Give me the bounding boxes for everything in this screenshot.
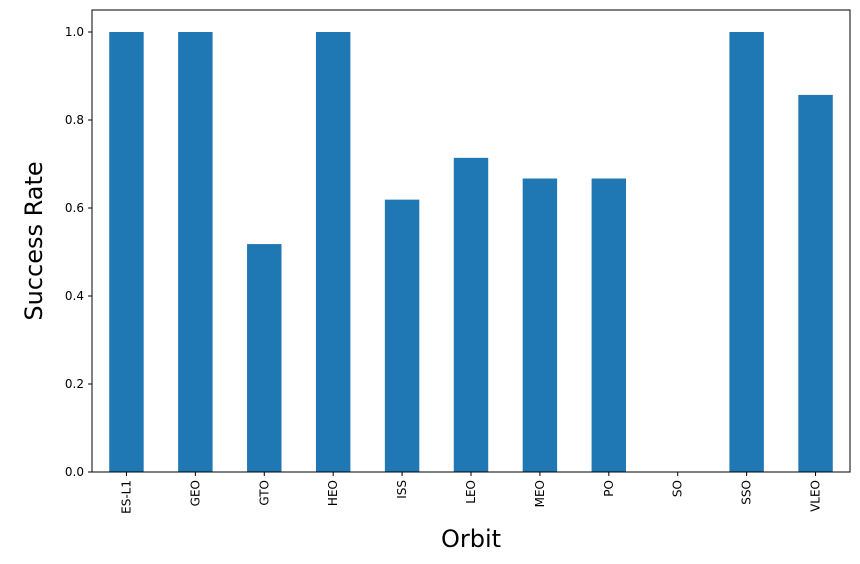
bar-iss [384,199,420,472]
bar-heo [315,32,351,472]
y-tick-label: 0.2 [65,377,84,391]
y-tick-label: 0.6 [65,201,84,215]
bar-sso [729,32,764,472]
bar-po [591,178,627,472]
x-axis-title: Orbit [441,525,501,553]
plot-frame [91,9,851,473]
x-tick-label: SO [671,480,685,497]
y-axis-title: Success Rate [20,161,48,320]
y-tick-label: 0.0 [65,465,84,479]
x-tick-label: VLEO [809,480,823,512]
bar-vleo [798,94,833,473]
x-tick-label: ISS [395,480,409,499]
x-tick-label: GEO [188,480,202,506]
y-tick-label: 0.4 [65,289,84,303]
bar-geo [178,32,213,472]
bar-es-l1 [109,32,144,472]
x-tick-label: MEO [533,480,547,507]
x-tick-label: SSO [740,480,754,505]
x-tick-label: ES-L1 [119,480,133,514]
x-tick-label: PO [602,480,616,497]
y-axis-ticks: 0.0 0.2 0.4 0.6 0.8 1.0 [65,25,92,479]
y-tick-label: 1.0 [65,25,84,39]
x-tick-label: HEO [326,480,340,506]
x-tick-label: LEO [464,480,478,504]
y-tick-label: 0.8 [65,113,84,127]
x-axis-ticks: ES-L1 GEO GTO HEO ISS LEO MEO PO SO SSO VLEO [119,472,823,514]
bars-group [109,32,833,473]
x-tick-label: GTO [257,480,271,506]
bar-gto [247,244,282,472]
bar-leo [453,157,489,472]
bar-meo [522,178,558,472]
